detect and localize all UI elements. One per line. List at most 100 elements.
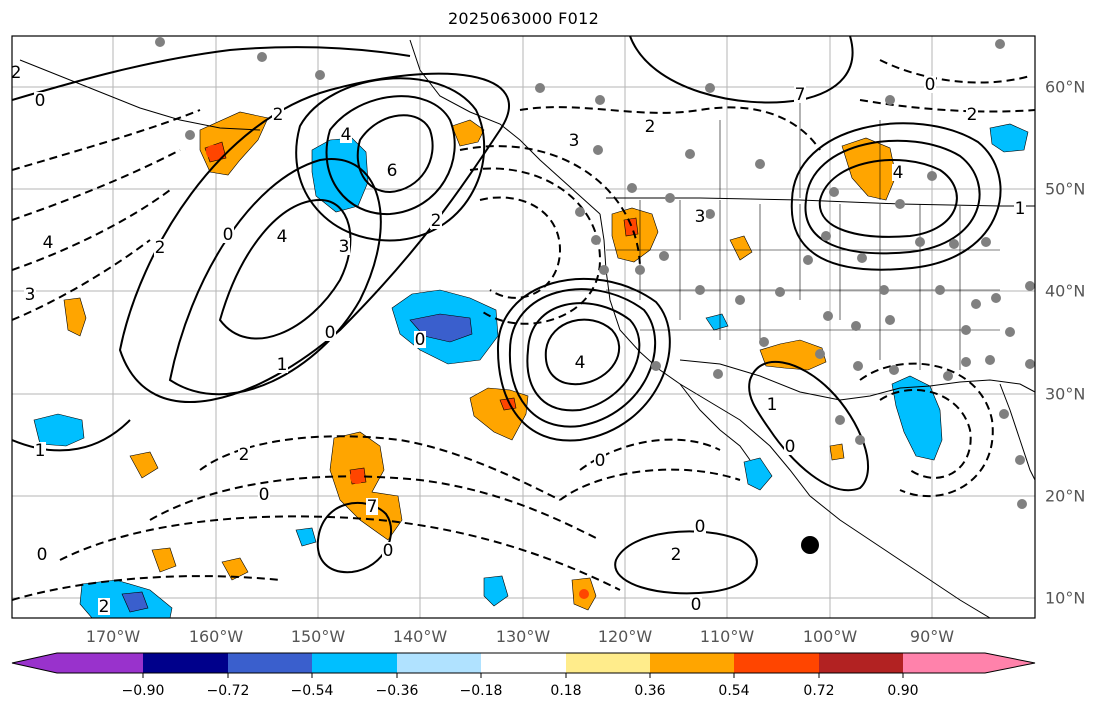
contour-label: 1 (277, 355, 288, 375)
lat-label-50n: 50°N (1045, 179, 1086, 199)
contour-label-bg (36, 546, 48, 563)
red-marker-hawaii (350, 470, 364, 484)
contour-label-bg (594, 452, 606, 469)
contour-label: 1 (35, 441, 46, 461)
coastlines (19, 39, 1035, 618)
contour-label-bg (568, 132, 580, 149)
shade-orange-plains (841, 137, 897, 201)
contour-label-bg (386, 162, 398, 179)
contour-label-bg (766, 396, 778, 413)
contour-label: 0 (691, 595, 702, 615)
contour-label: 0 (383, 541, 394, 561)
shade-blue-small3 (295, 527, 317, 547)
contour-trough-2 (469, 167, 602, 325)
red-marker-small (579, 589, 589, 599)
contour-cutoff-3 (508, 288, 657, 428)
shade-orange-small5 (63, 297, 87, 337)
contour-label: 6 (387, 161, 398, 181)
lon-label-140w: 140°W (392, 627, 448, 646)
colorbar-tick-label: −0.90 (121, 683, 165, 699)
contour-south-4 (12, 575, 281, 601)
contour-west-dashed-3 (12, 189, 171, 271)
colorbar-tick-label: 0.54 (718, 683, 750, 699)
contour-label: 1 (767, 395, 778, 415)
contour-label: 0 (259, 485, 270, 505)
coast-aleutians (19, 59, 261, 131)
lat-label-30n: 30°N (1045, 384, 1086, 404)
contour-label-bg (430, 212, 442, 229)
storm-center-marker (801, 536, 819, 554)
contour-label: 0 (595, 451, 606, 471)
contour-gulf-inner (356, 114, 434, 194)
contour-label: 3 (569, 131, 580, 151)
contour-label: 4 (277, 227, 288, 247)
contour-label-bg (34, 92, 46, 109)
contour-label: 3 (25, 285, 36, 305)
coast-florida (999, 383, 1035, 481)
lat-label-40n: 40°N (1045, 281, 1086, 301)
contour-south-2 (149, 475, 601, 541)
contour-label-bg (222, 226, 234, 243)
contour-tx (748, 361, 869, 491)
contour-label: 7 (795, 85, 806, 105)
map-title: 2025063000 F012 (447, 9, 600, 28)
coast-gulf (839, 379, 1035, 401)
contour-label: 0 (325, 323, 336, 343)
shade-orange-small7 (451, 119, 485, 147)
contour-label-bg (694, 518, 706, 535)
coast-alaska (409, 39, 601, 215)
lon-label-150w: 150°W (290, 627, 346, 646)
contour-label-bg (276, 228, 288, 245)
contour-label-bg (10, 64, 22, 81)
contour-label: 2 (273, 105, 284, 125)
contour-label-bg (382, 542, 394, 559)
colorbar-tick-label: −0.72 (206, 683, 250, 699)
contour-mex-2 (559, 468, 741, 501)
shade-purple-sw (121, 591, 149, 613)
shaded-regions (33, 111, 1029, 618)
lon-label-110w: 110°W (699, 627, 755, 646)
contour-cutoff-2 (526, 302, 641, 412)
contour-label-bg (694, 208, 706, 225)
contour-label: 4 (575, 353, 586, 373)
colorbar-tick-label: 0.72 (803, 683, 835, 699)
shade-blue-canada-e (989, 123, 1029, 153)
contour-label-bg (966, 106, 978, 123)
colorbar-tick-label: 0.90 (887, 683, 919, 699)
contour-label-bg (276, 356, 288, 373)
contour-gulf-low-1 (879, 389, 972, 479)
contour-label: 0 (415, 330, 426, 350)
colorbar-tick-label: −0.54 (290, 683, 334, 699)
gridlines (12, 36, 1035, 618)
shade-orange-small2 (151, 547, 177, 573)
contour-ridge-west2 (168, 158, 382, 396)
lat-label-20n: 20°N (1045, 486, 1086, 506)
contour-label: 2 (967, 105, 978, 125)
lon-label-120w: 120°W (597, 627, 653, 646)
contour-north-top (629, 36, 854, 104)
shade-blue-small2 (705, 313, 729, 331)
map-frame (11, 35, 1036, 619)
contour-label-bg (414, 331, 426, 348)
contour-west-dashed-4 (12, 239, 151, 321)
shade-orange-small8 (829, 443, 845, 461)
contour-plains-2 (804, 139, 981, 255)
contour-label-bg (574, 354, 586, 371)
shade-orange-small3 (221, 557, 249, 581)
contour-label-bg (690, 596, 702, 613)
contour-gulf-mid (325, 95, 456, 216)
contour-label-bg (1014, 200, 1026, 217)
contour-label: 7 (367, 497, 378, 517)
lon-label-130w: 130°W (495, 627, 551, 646)
contour-label-bg (338, 238, 350, 255)
state-borders (606, 100, 1000, 370)
contour-label: 0 (925, 75, 936, 95)
contour-label: 2 (431, 211, 442, 231)
contour-plains-3 (790, 122, 1002, 271)
contour-south-3 (59, 515, 621, 591)
contour-west-1 (12, 419, 131, 452)
colorbar-tick-label: 0.18 (550, 683, 582, 699)
contour-label: 0 (223, 225, 234, 245)
contour-trough-1 (479, 196, 562, 299)
